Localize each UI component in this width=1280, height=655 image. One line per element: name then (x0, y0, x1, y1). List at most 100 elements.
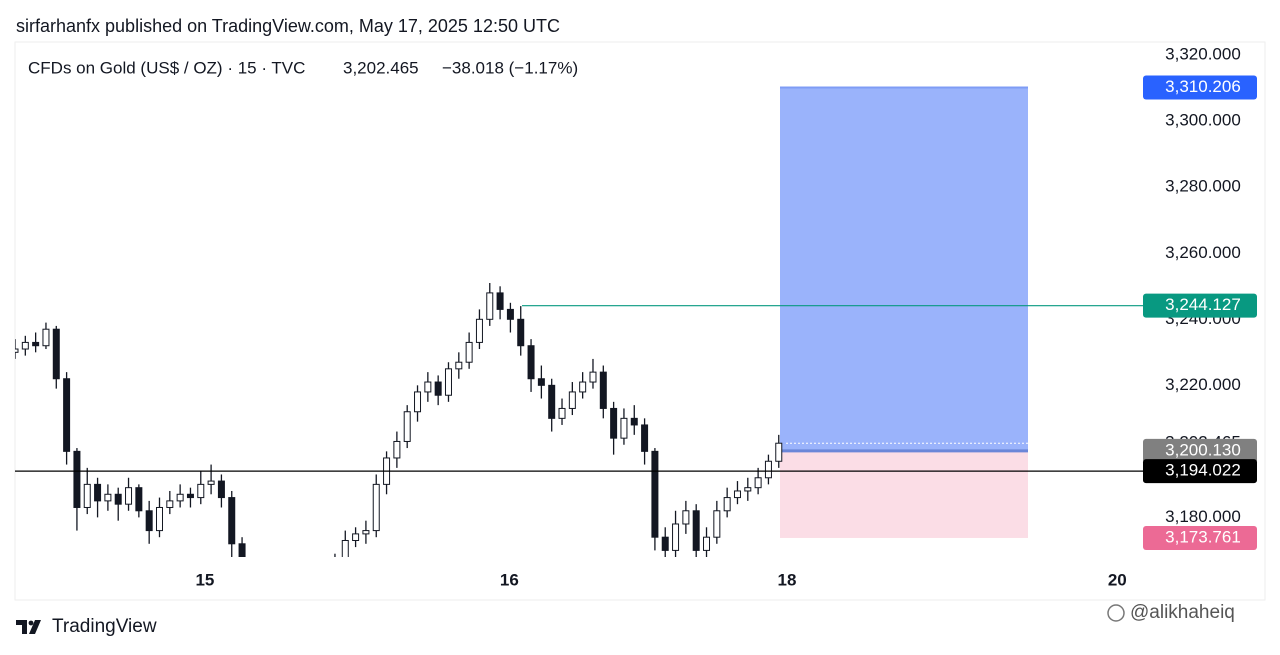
candle-body (311, 577, 317, 584)
candle-body (434, 381, 442, 396)
candle-body (238, 543, 246, 557)
x-tick-label: 18 (778, 570, 797, 589)
candle-body (73, 450, 81, 508)
target-zone (780, 87, 1028, 451)
candle-body (744, 487, 752, 492)
price-label-bg (1143, 75, 1257, 100)
candle-body (558, 407, 566, 419)
candle-body (15, 348, 19, 353)
candle-body (301, 577, 307, 587)
candle-body (620, 417, 628, 439)
candle-body (145, 510, 153, 532)
candle-body (186, 493, 194, 499)
candle-body (682, 510, 690, 525)
candle-body (548, 384, 556, 419)
candle-body (228, 497, 236, 545)
candle-body (249, 567, 255, 584)
candle-body (83, 483, 91, 508)
candle-body (754, 477, 762, 489)
candle-body (32, 341, 40, 347)
candle-body (692, 510, 700, 551)
candle-body (217, 480, 225, 499)
candle-body (155, 506, 163, 532)
brand: TradingView (52, 616, 157, 637)
candle-body (723, 497, 731, 512)
candle-body (713, 510, 721, 538)
y-tick-label: 3,180.000 (1165, 507, 1241, 526)
candle-body (341, 539, 349, 557)
candle-body (280, 590, 286, 600)
price-label: 3,194.022 (1165, 461, 1241, 480)
plot-area (15, 86, 1028, 600)
candle-body (166, 500, 174, 508)
candle-body (475, 318, 483, 343)
price-label: 3,173.761 (1165, 527, 1241, 546)
price-label: 3,200.130 (1165, 440, 1241, 459)
price-label-bg (1143, 438, 1257, 463)
x-tick-label: 16 (500, 570, 519, 589)
publisher: sirfarhanfx published on TradingView.com… (16, 16, 560, 36)
candle-body (52, 328, 60, 380)
candle-body (579, 381, 587, 393)
x-tick-label: 15 (195, 570, 214, 589)
candle-body (733, 490, 741, 499)
candle-body (424, 381, 432, 393)
candle-body (125, 487, 133, 505)
candle-body (135, 487, 143, 512)
candle-body (465, 341, 473, 363)
price-axis: 3,180.0003,200.0003,220.0003,240.0003,26… (1143, 45, 1257, 550)
candle-body (197, 483, 205, 499)
change: −38.018 (−1.17%) (442, 58, 578, 77)
price-label-bg (1143, 459, 1257, 484)
candle-body (352, 533, 360, 541)
candle-body (641, 424, 649, 452)
candle-body (527, 345, 535, 380)
price-label-bg (1143, 525, 1257, 550)
candle-body (322, 574, 328, 584)
price-label: 3,310.206 (1165, 77, 1241, 96)
candle-body (63, 378, 71, 452)
candle-body (332, 560, 338, 573)
candle-body (455, 361, 463, 370)
candle-body (393, 440, 401, 459)
candle-body (414, 391, 422, 413)
candle-body (372, 483, 380, 532)
candle-body (270, 590, 276, 597)
y-tick-label: 3,300.000 (1165, 111, 1241, 130)
watermark-icon (1107, 604, 1125, 622)
candle-body (496, 292, 504, 310)
candle-body (21, 341, 29, 350)
candle-body (104, 493, 112, 502)
candle-body (403, 411, 411, 442)
x-tick-label: 20 (1108, 570, 1127, 589)
candle-body (176, 493, 184, 502)
candle-body (661, 536, 669, 551)
candle-body (291, 587, 297, 600)
last-price: 3,202.465 (343, 58, 419, 77)
symbol: CFDs on Gold (US$ / OZ) · 15 · TVC (28, 58, 305, 77)
candle-body (630, 417, 638, 426)
candle-body (42, 328, 50, 347)
candle-body (94, 483, 102, 502)
candle-body (610, 407, 618, 439)
candle-body (362, 530, 370, 535)
y-tick-label: 3,260.000 (1165, 243, 1241, 262)
candle-body (599, 371, 607, 409)
candle-body (651, 450, 659, 538)
candle-body (207, 480, 215, 485)
chart-frame (14, 41, 1266, 601)
price-label: 3,244.127 (1165, 295, 1241, 314)
candle-body (486, 292, 494, 320)
candle-body (537, 378, 545, 386)
y-tick-label: 3,220.000 (1165, 375, 1241, 394)
candle-body (506, 308, 514, 320)
candle-body (517, 318, 525, 347)
candle-body (764, 460, 772, 479)
y-tick-label: 3,280.000 (1165, 177, 1241, 196)
candle-body (775, 442, 783, 462)
candle-body (260, 583, 266, 596)
candle-body (114, 493, 122, 505)
candle-body (444, 368, 452, 396)
stop-zone (780, 450, 1028, 538)
candle-body (589, 371, 597, 383)
